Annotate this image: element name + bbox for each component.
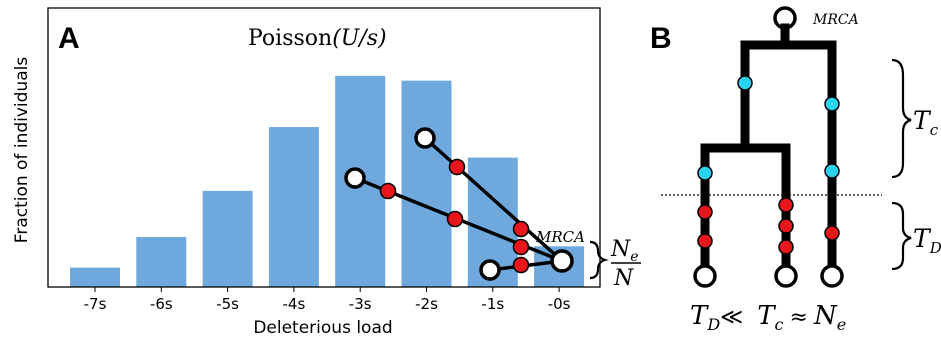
bar [268,127,319,287]
distribution-parameter: (U/s) [332,26,386,51]
distribution-name: Poisson [248,26,332,51]
x-tick-label: -1s [481,295,504,313]
x-tick-label: -2s [415,295,438,313]
deleterious-mutation-dot [697,233,713,249]
sample-node [693,264,717,288]
x-tick-label: -5s [216,295,239,313]
ratio-numerator-letter: N [610,237,631,262]
deleterious-mutation-dot [697,204,713,220]
mrca-label-b: MRCA [812,12,859,28]
mutation-dot [448,158,466,176]
x-tick-label: -6s [150,295,173,313]
relation-approx: ≈ [790,305,808,330]
relation-td: T [690,301,709,331]
bar-series [70,75,585,287]
x-tick-label: -7s [84,295,107,313]
sampled-individuals [693,264,844,288]
tc-letter: T [913,106,932,135]
individual-node [479,259,501,281]
y-axis-label: Fraction of individuals [12,57,32,244]
relation-ne-subscript: e [837,315,846,334]
relation-td-subscript: D [706,315,720,334]
x-tick-label: -4s [283,295,306,313]
deleterious-mutation-dot [778,197,794,213]
td-subscript: D [929,239,941,257]
sample-node [774,264,798,288]
neutral-mutations [697,75,840,181]
sample-node [820,264,844,288]
x-tick-label: -3s [349,295,372,313]
neutral-mutation-dot [737,75,753,91]
time-relation: TD≪ Tc ≈ Ne [690,301,846,334]
mrca-label-a: MRCA [535,228,585,246]
x-tick-label: -0s [548,295,571,313]
panel-b-letter: B [650,22,672,55]
panel-a: A Poisson(U/s) Fraction of individuals D… [12,7,641,338]
relation-ne: N [813,301,838,331]
mutation-dot [512,256,530,274]
panel-b: B MRCA [650,6,941,334]
neutral-mutation-dot [697,165,713,181]
individual-node [344,167,366,189]
bar [401,80,452,287]
ratio-denominator: N [613,266,634,291]
mutation-dots-a [379,158,530,274]
tc-subscript: c [930,121,939,139]
ratio-numerator-subscript: e [630,249,638,265]
mutation-dot [446,210,464,228]
deleterious-mutation-dot [778,218,794,234]
distribution-title: Poisson(U/s) [248,26,387,51]
mutation-dot [512,238,530,256]
mutation-dot [512,220,530,238]
ratio-numerator: Ne [610,237,639,265]
bar [136,237,187,287]
deleterious-mutations [697,197,840,255]
td-label: TD [913,224,941,257]
deleterious-mutation-dot [778,239,794,255]
genealogy-tree [700,23,837,271]
bar [202,190,253,287]
plot-frame [47,7,601,288]
ratio-brace [589,240,609,280]
x-axis-label: Deleterious load [253,318,392,338]
relation-tc: T [757,301,776,331]
mutation-dot [379,182,397,200]
relation-much-less: ≪ [720,305,743,330]
neutral-mutation-dot [824,163,840,179]
deleterious-mutation-dot [824,225,840,241]
lineage-link [423,136,564,263]
tc-brace [891,58,912,179]
td-letter: T [913,224,932,253]
individual-nodes-a [344,127,574,281]
lineage-links [354,136,564,272]
x-tick-labels: -7s -6s -5s -4s -3s -2s -1s -0s [84,287,571,313]
mrca-node [550,249,574,273]
panel-a-letter: A [58,22,80,55]
td-brace [891,201,912,271]
individual-node [414,127,436,149]
neutral-mutation-dot [824,96,840,112]
bar [70,267,120,287]
tc-label: Tc [913,106,939,139]
relation-tc-subscript: c [775,315,784,334]
